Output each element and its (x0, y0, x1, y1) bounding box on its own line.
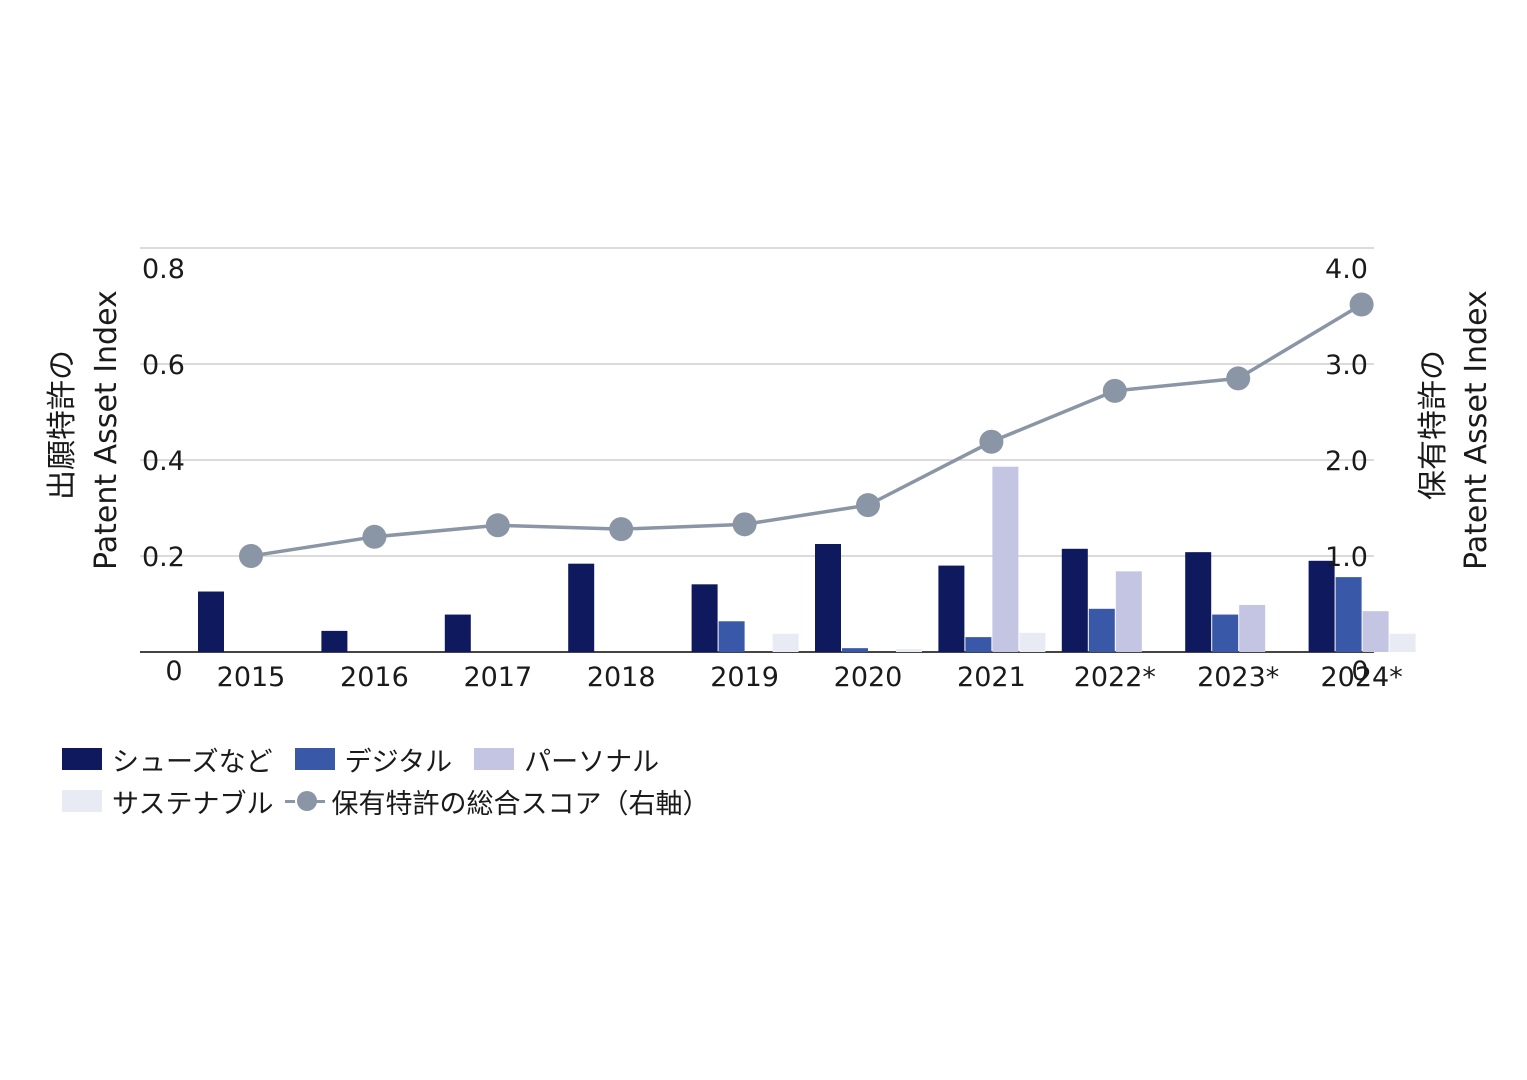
x-tick-2016: 2016 (340, 662, 409, 693)
x-tick-2019: 2019 (710, 662, 779, 693)
x-tick-2021: 2021 (957, 662, 1026, 693)
left-tick-1: 0.2 (142, 542, 185, 573)
right-tick-4: 4.0 (1325, 254, 1368, 285)
score-point-2023 (1226, 366, 1251, 391)
axis-ticks: 0 0.2 0.4 0.6 0.8 0 1.0 2.0 3.0 4.0 2015 2016 2017 20… (142, 254, 1403, 693)
legend-line-marker-icon (285, 790, 326, 812)
score-point-2022 (1102, 378, 1127, 403)
score-point-2017 (485, 513, 510, 538)
score-line (250, 302, 1363, 558)
bar-3-2019 (772, 633, 799, 652)
left-tick-2: 0.4 (142, 446, 185, 477)
left-axis-label-line2: Patent Asset Index (89, 290, 124, 570)
bar-0-2018 (568, 563, 595, 652)
bar-0-2015 (198, 591, 224, 652)
bar-1-2022 (1088, 608, 1115, 652)
bar-0-2020 (815, 544, 841, 652)
legend-label-sustainable: サステナブル (112, 788, 274, 820)
right-tick-0: 0 (1351, 656, 1368, 687)
bar-3-2021 (1019, 632, 1046, 652)
score-point-2020 (856, 493, 880, 518)
legend-item-digital: デジタル (294, 740, 453, 779)
bar-0-2021 (938, 565, 965, 652)
bar-1-2019 (718, 621, 745, 652)
x-tick-2023: 2023* (1197, 662, 1279, 693)
legend-swatch-personal (474, 748, 515, 770)
legend-item-shoes: シューズなど (62, 740, 273, 779)
right-axis-label-line2: Patent Asset Index (1459, 290, 1494, 570)
x-tick-2018: 2018 (587, 662, 656, 693)
score-point-2019 (732, 512, 757, 537)
line-series (239, 292, 1374, 568)
x-tick-2020: 2020 (834, 662, 903, 693)
left-tick-4: 0.8 (142, 254, 185, 285)
score-point-2016 (362, 524, 387, 549)
bar-3-2024 (1389, 633, 1416, 652)
legend-row-1: シューズなど デジタル パーソナル (62, 738, 731, 780)
bar-2-2024 (1362, 611, 1389, 652)
right-tick-1: 1.0 (1325, 542, 1368, 573)
legend-swatch-shoes (62, 748, 102, 770)
bar-0-2024 (1308, 560, 1335, 652)
bar-2-2022 (1115, 571, 1142, 652)
score-point-2015 (239, 544, 263, 568)
legend-label-score-line: 保有特許の総合スコア（右軸） (331, 788, 710, 820)
bar-1-2023 (1212, 614, 1239, 652)
left-tick-0: 0 (165, 656, 182, 687)
bar-3-2020 (896, 649, 922, 652)
legend-swatch-sustainable (62, 790, 102, 812)
bar-0-2016 (321, 630, 348, 652)
bar-2-2021 (992, 466, 1019, 652)
x-tick-2022: 2022* (1074, 662, 1156, 693)
right-tick-2: 2.0 (1325, 446, 1368, 477)
left-axis-label-line1: 出願特許の (45, 350, 80, 500)
bar-1-2020 (842, 648, 868, 652)
right-tick-3: 3.0 (1325, 350, 1368, 381)
combo-chart: 0 0.2 0.4 0.6 0.8 0 1.0 2.0 3.0 4.0 2015 2016 2017 20… (45, 247, 1494, 693)
score-point-2024 (1349, 292, 1374, 317)
bar-0-2022 (1061, 548, 1088, 652)
legend: シューズなど デジタル パーソナル サステナブル 保有特許の総合スコア（右軸） (62, 738, 731, 822)
score-point-2018 (609, 517, 634, 542)
legend-item-personal: パーソナル (474, 740, 659, 779)
left-tick-3: 0.6 (142, 350, 185, 381)
bar-0-2023 (1185, 552, 1212, 652)
legend-item-sustainable: サステナブル (62, 782, 273, 821)
bar-1-2021 (965, 637, 992, 652)
bar-0-2017 (444, 614, 471, 652)
legend-label-digital: デジタル (344, 746, 453, 778)
right-axis-label-line1: 保有特許の (1416, 350, 1451, 500)
legend-label-shoes: シューズなど (112, 746, 273, 778)
bar-0-2019 (691, 584, 718, 652)
x-tick-2017: 2017 (463, 662, 532, 693)
x-tick-2015: 2015 (217, 662, 286, 693)
bar-2-2023 (1239, 604, 1266, 652)
legend-label-personal: パーソナル (524, 746, 660, 778)
legend-swatch-digital (294, 748, 335, 770)
legend-row-2: サステナブル 保有特許の総合スコア（右軸） (62, 780, 731, 822)
x-tick-2024: 2024* (1320, 662, 1402, 693)
bar-1-2024 (1335, 577, 1362, 652)
score-point-2021 (979, 429, 1004, 454)
bar-series (198, 466, 1416, 652)
legend-item-score-line: 保有特許の総合スコア（右軸） (285, 782, 709, 821)
